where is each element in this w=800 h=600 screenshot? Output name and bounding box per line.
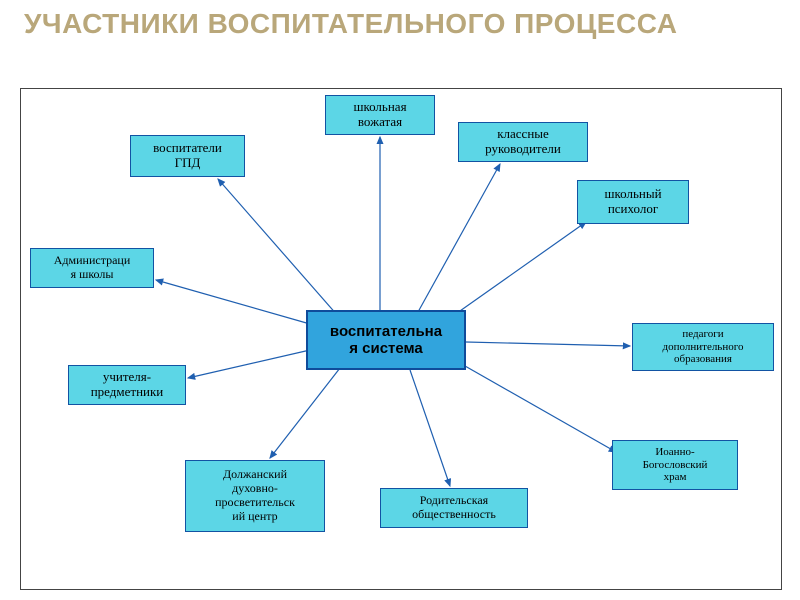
node-label-vozhataya: школьная вожатая xyxy=(353,100,406,130)
node-vozhataya: школьная вожатая xyxy=(325,95,435,135)
node-psiholog: школьный психолог xyxy=(577,180,689,224)
node-label-klassnye: классные руководители xyxy=(485,127,561,157)
center-label: воспитательна я система xyxy=(330,323,442,358)
node-label-predmet: учителя- предметники xyxy=(91,370,164,400)
node-hram: Иоанно- Богословский храм xyxy=(612,440,738,490)
node-label-dopobr: педагоги дополнительного образования xyxy=(663,328,744,366)
node-gpd: воспитатели ГПД xyxy=(130,135,245,177)
page-title: УЧАСТНИКИ ВОСПИТАТЕЛЬНОГО ПРОЦЕССА xyxy=(24,8,776,40)
node-dopobr: педагоги дополнительного образования xyxy=(632,323,774,371)
node-roditeli: Родительская общественность xyxy=(380,488,528,528)
node-admin: Администраци я школы xyxy=(30,248,154,288)
node-predmet: учителя- предметники xyxy=(68,365,186,405)
center-node: воспитательна я система xyxy=(306,310,466,370)
node-label-gpd: воспитатели ГПД xyxy=(153,141,222,171)
node-klassnye: классные руководители xyxy=(458,122,588,162)
node-label-admin: Администраци я школы xyxy=(54,254,131,282)
slide: УЧАСТНИКИ ВОСПИТАТЕЛЬНОГО ПРОЦЕССА воспи… xyxy=(0,0,800,600)
node-centr: Должанский духовно- просветительск ий це… xyxy=(185,460,325,532)
node-label-psiholog: школьный психолог xyxy=(604,187,661,217)
title-area: УЧАСТНИКИ ВОСПИТАТЕЛЬНОГО ПРОЦЕССА xyxy=(0,0,800,46)
node-label-roditeli: Родительская общественность xyxy=(412,494,496,522)
node-label-hram: Иоанно- Богословский храм xyxy=(643,446,708,484)
node-label-centr: Должанский духовно- просветительск ий це… xyxy=(215,468,295,523)
